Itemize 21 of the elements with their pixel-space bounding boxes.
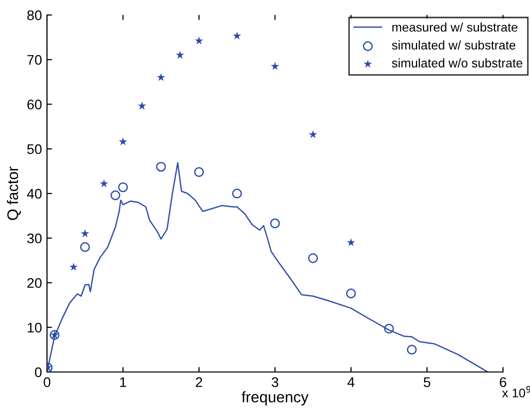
- x-tick-label: 6: [500, 377, 506, 388]
- y-tick-label: 10: [28, 322, 42, 333]
- y-tick-label: 20: [27, 278, 42, 288]
- legend-label: simulated w/ substrate: [392, 40, 516, 50]
- x-tick-label: 2: [196, 377, 202, 387]
- y-tick-label: 40: [27, 188, 42, 199]
- y-axis-title: Q factor: [6, 166, 21, 220]
- y-tick-label: 80: [27, 10, 42, 20]
- y-tick-label: 0: [34, 367, 42, 378]
- x-tick-label: 3: [272, 377, 278, 388]
- y-tick-label: 60: [27, 100, 42, 110]
- legend-label: measured w/ substrate: [392, 22, 518, 32]
- x-tick-label: 5: [424, 377, 430, 388]
- y-tick-label: 30: [27, 233, 42, 244]
- x-tick-label: 1: [120, 377, 126, 387]
- x-tick-label: 0: [44, 377, 50, 388]
- x-tick-label: 4: [347, 377, 354, 387]
- x-axis-title: frequency: [242, 391, 309, 406]
- y-tick-label: 50: [27, 144, 42, 154]
- y-tick-label: 70: [27, 54, 42, 65]
- legend-label: simulated w/o substrate: [392, 58, 522, 68]
